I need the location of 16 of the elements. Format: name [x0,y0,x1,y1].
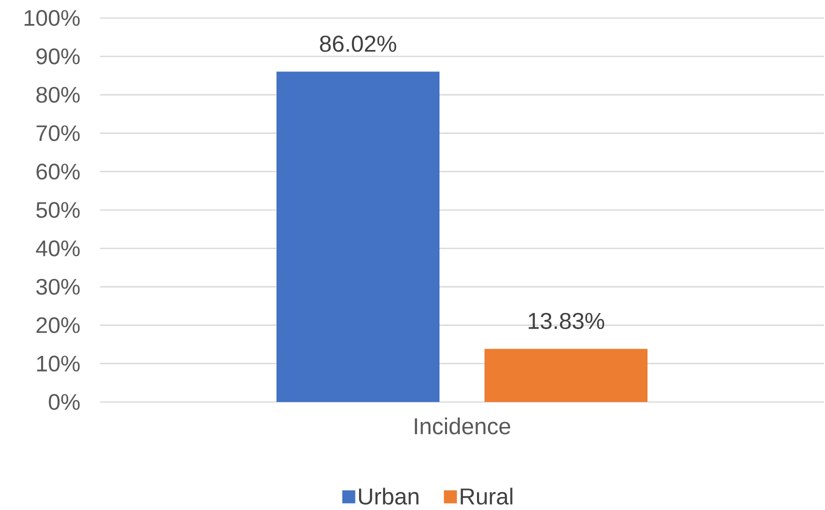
y-tick-label: 60% [36,164,80,180]
legend-label: Rural [460,488,512,505]
y-tick-label: 40% [36,240,80,256]
y-tick-label: 80% [36,86,80,103]
data-label: 13.83% [528,312,604,330]
x-tick-label: Incidence [414,418,510,434]
y-tick-label: 100% [24,10,80,26]
y-tick-label: 30% [36,278,80,295]
y-tick-label: 70% [36,125,80,142]
y-tick-label: 50% [36,202,80,218]
data-label: 86.02% [320,36,396,52]
y-tick-label: 20% [36,317,80,334]
y-tick-label: 0% [48,394,80,410]
legend-label: Urban [359,488,418,505]
y-tick-label: 90% [36,48,80,64]
y-tick-label: 10% [37,356,80,372]
